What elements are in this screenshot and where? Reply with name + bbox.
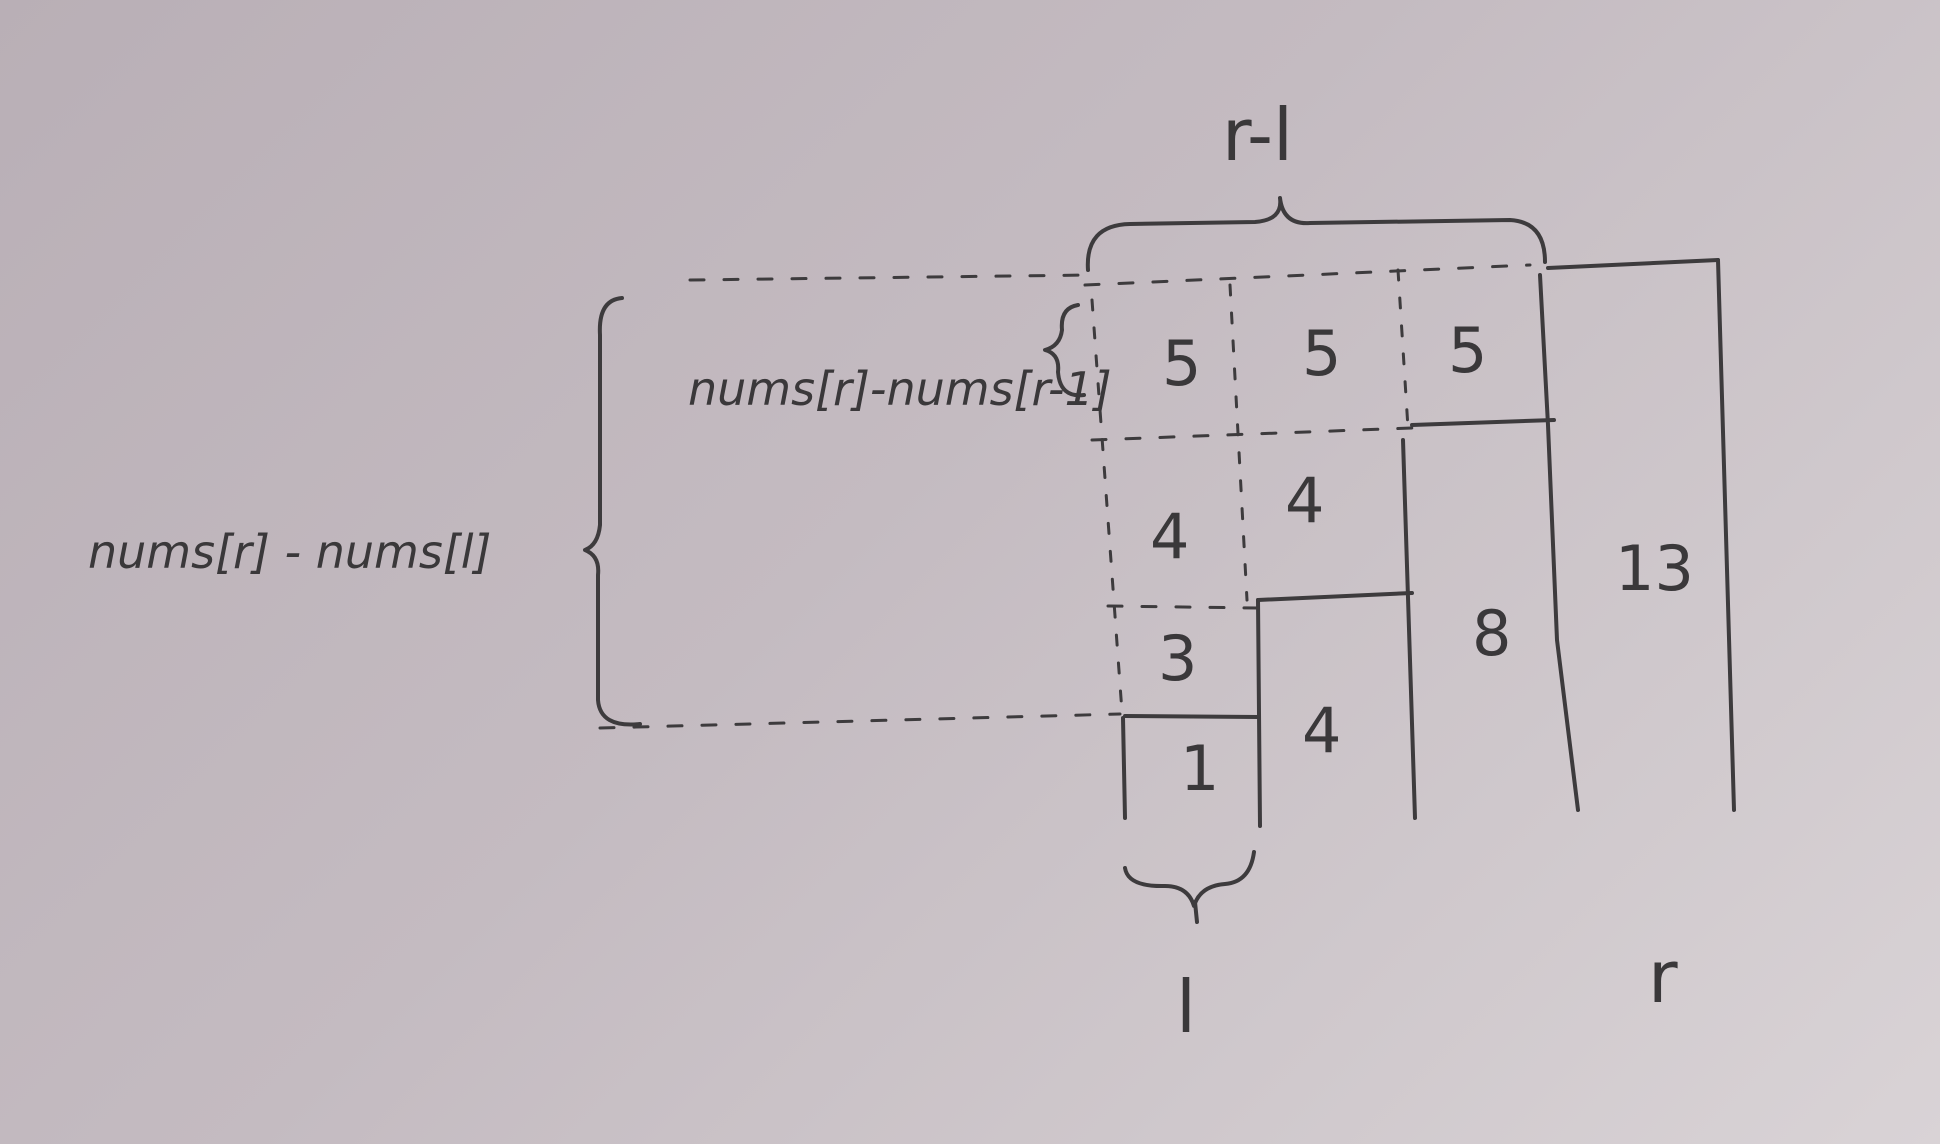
left-range-brace xyxy=(583,296,642,727)
bottom-l-brace xyxy=(1123,850,1256,908)
dashed-line-row4-bottom xyxy=(1106,604,1260,610)
dashed-col2-left xyxy=(1228,283,1249,602)
dashed-line-row5-top xyxy=(1083,263,1532,287)
bar-3-left-edge xyxy=(1401,438,1417,820)
bar-r-top-edge xyxy=(1546,258,1720,270)
dashed-guides xyxy=(598,263,1532,730)
bar-r-left-edge xyxy=(1538,273,1580,812)
cell-values: 5 5 5 4 4 3 1 4 8 13 xyxy=(1150,314,1694,805)
value-col2-row4: 4 xyxy=(1285,464,1324,537)
bar-2-top-edge xyxy=(1256,591,1414,602)
left-formula-label: nums[r] - nums[l] xyxy=(88,525,492,579)
dashed-line-row5-bottom xyxy=(1090,426,1414,442)
bar-3-top-edge xyxy=(1410,418,1556,427)
value-col3-row1: 8 xyxy=(1472,597,1511,670)
inner-formula-label: nums[r]-nums[r-1] xyxy=(688,362,1112,416)
top-span-label: r-l xyxy=(1222,93,1293,177)
dashed-col3-left xyxy=(1396,268,1410,430)
bar-l-top-edge xyxy=(1123,714,1260,719)
value-col2-row5: 5 xyxy=(1302,317,1341,390)
right-index-label: r xyxy=(1648,935,1678,1019)
bar-2-left-edge xyxy=(1256,598,1262,828)
value-col4: 13 xyxy=(1615,532,1694,605)
inner-diff-brace xyxy=(1043,303,1086,398)
value-col1-row5: 5 xyxy=(1162,327,1201,400)
dashed-col1-left xyxy=(1090,298,1124,714)
dashed-line-top xyxy=(688,273,1092,282)
annotation-labels: r-l nums[r] - nums[l] nums[r]-nums[r-1] … xyxy=(88,93,1678,1049)
top-span-brace xyxy=(1085,196,1547,272)
solid-bars xyxy=(1121,258,1736,828)
bar-r-right-edge xyxy=(1716,258,1736,812)
bar-l-left-edge xyxy=(1121,716,1127,820)
left-index-label: l xyxy=(1176,965,1196,1049)
value-col1-row3: 3 xyxy=(1158,622,1197,695)
value-col2-row1: 4 xyxy=(1302,694,1341,767)
value-col3-row5: 5 xyxy=(1448,314,1487,387)
value-col1-row4: 4 xyxy=(1150,500,1189,573)
braces xyxy=(583,196,1547,924)
bottom-brace-tick xyxy=(1193,900,1199,924)
dashed-line-bottom xyxy=(598,712,1122,730)
value-col1-row1: 1 xyxy=(1180,732,1219,805)
